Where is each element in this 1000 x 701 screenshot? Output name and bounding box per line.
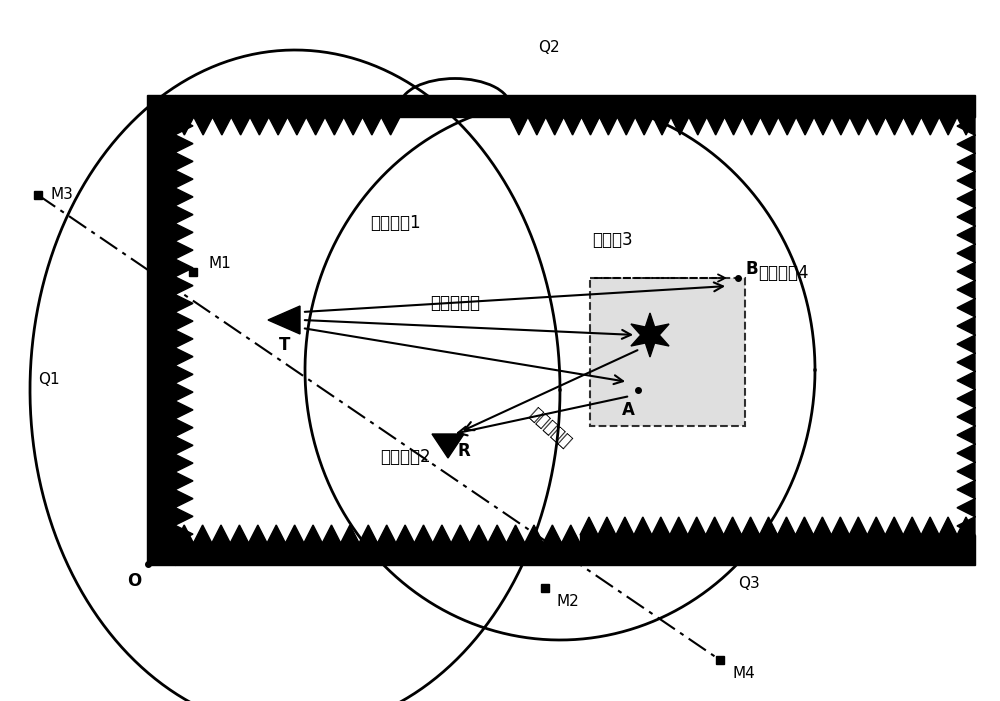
Polygon shape <box>147 95 175 565</box>
Text: 接收天线2: 接收天线2 <box>380 448 431 466</box>
Text: Q3: Q3 <box>738 576 760 591</box>
Text: B: B <box>746 260 758 278</box>
Polygon shape <box>957 117 975 535</box>
Polygon shape <box>175 95 975 117</box>
Text: A: A <box>622 401 634 419</box>
Text: 散射电磁波: 散射电磁波 <box>525 404 575 451</box>
Polygon shape <box>631 313 669 357</box>
Text: 待测目标4: 待测目标4 <box>758 264 808 282</box>
Text: Q1: Q1 <box>38 372 60 387</box>
Text: M3: M3 <box>50 187 73 202</box>
Text: Q2: Q2 <box>538 40 560 55</box>
Text: M4: M4 <box>732 666 755 681</box>
Polygon shape <box>268 306 300 334</box>
Polygon shape <box>510 117 975 135</box>
Text: 照射电磁波: 照射电磁波 <box>430 294 480 312</box>
Polygon shape <box>175 117 400 135</box>
Polygon shape <box>432 434 464 458</box>
Polygon shape <box>175 525 580 543</box>
Text: R: R <box>458 442 470 460</box>
Text: T: T <box>279 336 291 354</box>
Text: 发射天线1: 发射天线1 <box>370 214 421 232</box>
Text: M1: M1 <box>209 256 232 271</box>
Bar <box>590 278 745 426</box>
Polygon shape <box>175 543 580 565</box>
Polygon shape <box>580 535 975 565</box>
Polygon shape <box>580 517 975 535</box>
Text: M2: M2 <box>557 594 580 609</box>
Text: 测试区3: 测试区3 <box>592 231 633 249</box>
Polygon shape <box>175 117 193 543</box>
Text: O: O <box>127 572 141 590</box>
